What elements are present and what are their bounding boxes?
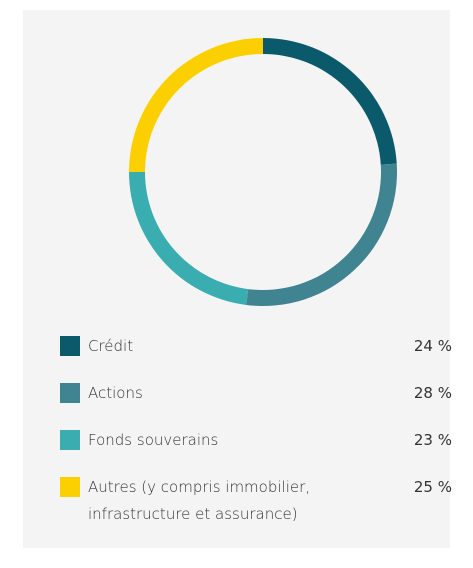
legend-swatch <box>60 383 80 403</box>
legend-item: Autres (y compris immobilier, infrastruc… <box>60 474 452 528</box>
donut-segment <box>246 163 397 306</box>
legend-item: Crédit 24 % <box>60 333 452 360</box>
legend-item: Fonds souverains 23 % <box>60 427 452 454</box>
donut-segment <box>129 172 249 305</box>
legend-value: 28 % <box>413 384 452 402</box>
chart <box>129 38 397 306</box>
legend-swatch <box>60 430 80 450</box>
legend-swatch <box>60 477 80 497</box>
legend-value: 23 % <box>413 431 452 449</box>
panel <box>23 10 450 548</box>
legend-label: Actions <box>88 384 143 402</box>
legend-item: Actions 28 % <box>60 380 452 407</box>
legend-value: 25 % <box>413 478 452 496</box>
legend-value: 24 % <box>413 337 452 355</box>
legend-label: Fonds souverains <box>88 431 219 449</box>
legend-label: Autres (y compris immobilier, infrastruc… <box>88 478 311 523</box>
legend-swatch <box>60 336 80 356</box>
legend: Crédit 24 % Actions 28 % Fonds souverains 23 … <box>60 333 452 548</box>
donut-segment <box>263 38 397 165</box>
legend-label: Crédit <box>88 337 134 355</box>
donut-segment <box>129 38 263 172</box>
